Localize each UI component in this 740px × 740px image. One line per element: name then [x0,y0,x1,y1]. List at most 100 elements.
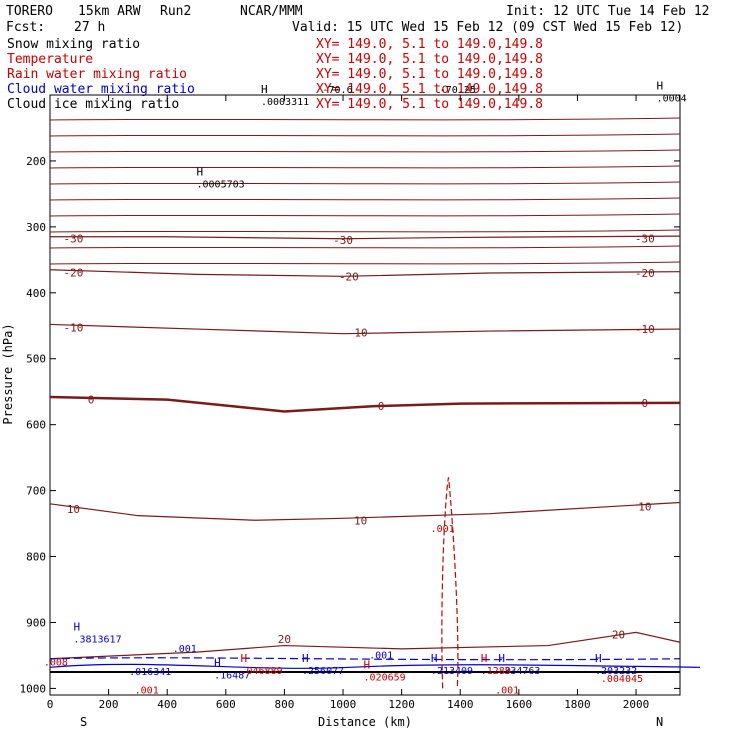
temperature-contour-label: -20 [635,267,655,280]
maximum-marker: H [498,652,505,665]
contour-label: .001 [495,686,519,697]
x-tick-label: 1000 [330,698,357,711]
maximum-marker: H [481,652,488,665]
fcst-label: Fcst: [6,20,45,35]
temperature-contour-label: 20 [278,633,291,646]
contour-label: .001 [173,644,197,655]
maximum-value: .020659 [364,672,406,683]
temperature-contour-label: -30 [635,233,655,246]
maximum-marker: H [431,652,438,665]
field-name: Cloud water mixing ratio [7,82,195,97]
temperature-contour-label: -10 [348,326,368,339]
cloud-water-contour [49,663,701,669]
temperature-contour-label: 10 [354,514,367,527]
x-tick-label: 400 [157,698,177,711]
maximum-value: .16487 [214,671,250,682]
y-tick-label: 300 [26,221,46,234]
y-tick-label: 700 [26,485,46,498]
maximum-marker: H [73,620,80,633]
isoline-upper [49,181,681,185]
temperature-contour-label: 0 [642,397,649,410]
field-name: Snow mixing ratio [7,37,140,52]
header: TORERO 15km ARW Run2 NCAR/MMM Init: 12 U… [6,4,710,35]
x-tick-label: 800 [274,698,294,711]
maximum-marker: H [302,652,309,665]
maximum-value: .016341 [129,667,171,678]
isoline-upper [49,117,681,121]
isoline-upper [49,245,681,249]
fcst-value: 27 h [74,20,105,35]
endpoint-north: N [656,715,663,729]
temperature-contour [49,323,681,335]
x-tick-label: 0 [47,698,54,711]
maximum-value: .3813617 [73,634,121,645]
contour-label: .001 [135,686,159,697]
maximum-value: .004045 [601,674,643,685]
maximum-marker: H [364,658,371,671]
temperature-contour-label: -20 [339,270,359,283]
maximum-marker: H [197,165,204,178]
temperature-contour-label: -20 [64,266,84,279]
cloud-water-contour [49,657,681,661]
isoline-upper [49,197,681,201]
rain-water-contour [441,477,459,689]
field-xy: XY= 149.0, 5.1 to 149.0,149.8 [316,52,543,67]
field-name: Cloud ice mixing ratio [7,97,179,112]
isoline-upper [49,213,681,217]
x-tick-label: 1200 [388,698,415,711]
maximum-value: .256077 [302,666,344,677]
endpoint-south: S [80,715,87,729]
temperature-contour-label: -10 [635,323,655,336]
temperature-contour [49,501,681,521]
temperature-contour [49,395,681,413]
maximum-value: .0003311 [261,97,309,108]
field-name: Temperature [7,52,93,67]
field-xy: XY= 149.0, 5.1 to 149.0,149.8 [316,67,543,82]
temperature-contour [49,269,681,277]
temperature-contour-label: -10 [64,322,84,335]
temperature-contour-label: 0 [88,394,95,407]
maximum-marker: H [240,652,247,665]
top-contour-label: -70.25 [440,85,476,96]
init-time: Init: 12 UTC Tue 14 Feb 12 [506,4,710,19]
valid-time: Valid: 15 UTC Wed 15 Feb 12 (09 CST Wed … [292,20,683,35]
field-xy: XY= 149.0, 5.1 to 149.0,149.8 [316,37,543,52]
y-tick-label: 500 [26,353,46,366]
contour-label: .001 [369,651,393,662]
temperature-contour [50,235,681,240]
maximum-value: .213409 [431,666,473,677]
x-tick-label: 2000 [623,698,650,711]
x-tick-label: 600 [216,698,236,711]
isoline-upper [49,261,681,265]
temperature-contour-label: 0 [378,400,385,413]
maximum-value: .0004 [657,94,687,105]
temperature-contour-label: -30 [333,234,353,247]
maximum-value: .046889 [240,666,282,677]
x-tick-label: 200 [99,698,119,711]
maximum-marker: H [261,83,268,96]
x-tick-label: 1600 [506,698,533,711]
maximum-value: .0005703 [197,179,245,190]
plot-frame [49,94,681,696]
temperature-contour-label: 10 [638,500,651,513]
field-labels: H.0003311H.0005703H.0004H.3813617.016341… [44,80,687,697]
isoline-upper [49,133,681,137]
temperature-contour [49,631,681,660]
y-tick-label: 200 [26,155,46,168]
field-xy: XY= 149.0, 5.1 to 149.0,149.8 [316,82,543,97]
temperature-contours: -30 -30 -30 -20 -20 -20 -10 -10 -10 0 0 0 10 10 10 20 20 [49,117,681,660]
isoline-upper [49,165,681,169]
y-tick-label: 800 [26,551,46,564]
moisture-contours [49,477,701,689]
maximum-value: .203232 [595,666,637,677]
y-tick-label: 900 [26,616,46,629]
x-tick-label: 1400 [447,698,474,711]
top-contour-label: -70.6 [323,85,353,96]
maximum-value: .1289 [481,666,511,677]
maximum-marker: H [214,657,221,670]
x-tick-label: 1800 [564,698,591,711]
org-label: NCAR/MMM [240,4,303,19]
y-tick-label: 600 [26,419,46,432]
y-tick-label: 1000 [20,682,47,695]
